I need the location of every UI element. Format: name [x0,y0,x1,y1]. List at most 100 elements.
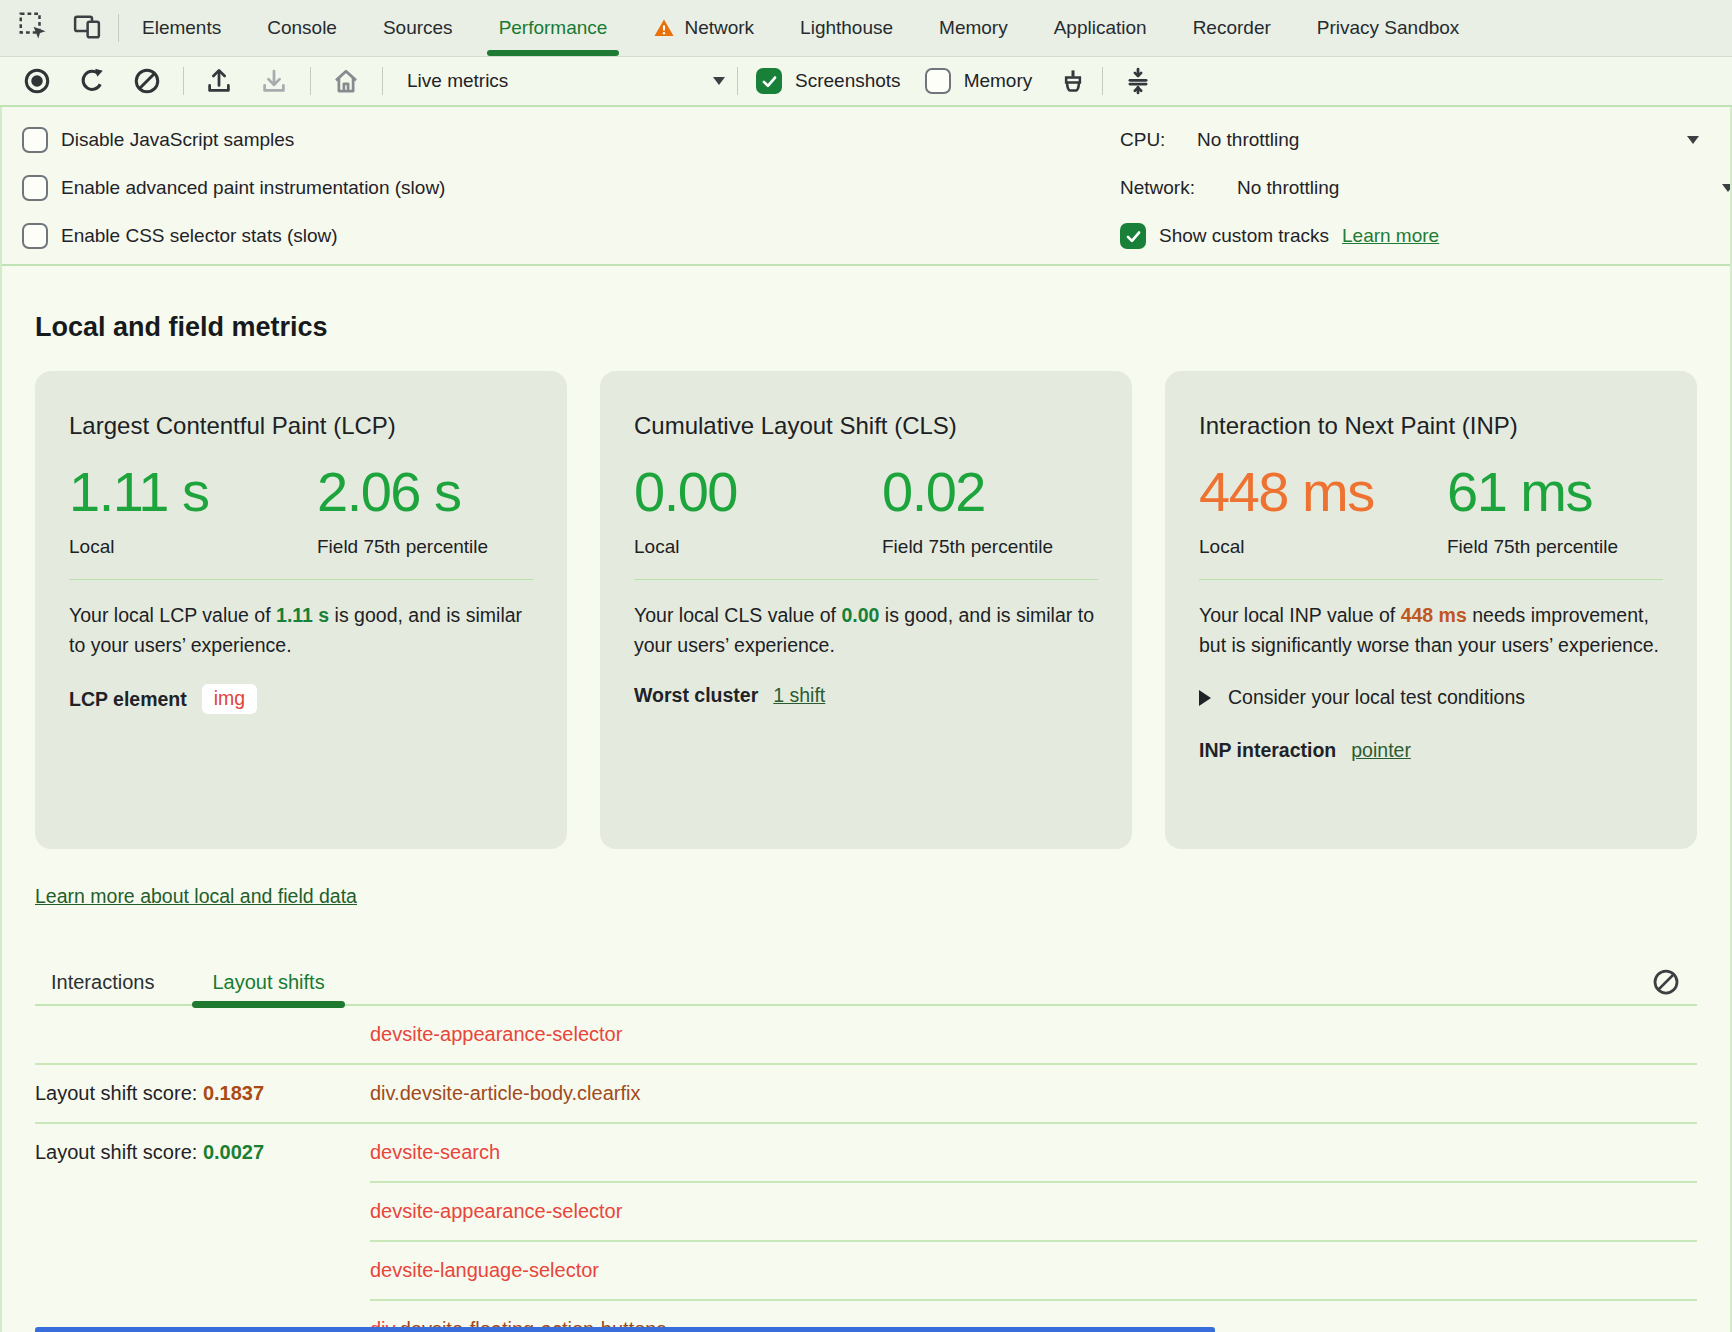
tab-sources[interactable]: Sources [360,0,476,56]
score-value: 0.1837 [203,1082,264,1104]
tab-label: Memory [939,17,1008,39]
inp-interaction-label: INP interaction [1199,739,1336,762]
inp-field-label: Field 75th percentile [1447,532,1618,561]
worst-cluster-link[interactable]: 1 shift [773,684,825,707]
network-throttling-row: Network: No throttling [1120,164,1732,212]
screenshots-checkbox[interactable]: Screenshots [756,68,901,94]
shifted-element-link[interactable]: devsite-appearance-selector [370,1200,622,1223]
device-toolbar-icon[interactable] [72,11,102,45]
toolbar-separator [737,67,738,95]
tabbar-lead-icons [0,0,118,56]
tab-elements[interactable]: Elements [119,0,244,56]
cls-local-label: Local [634,532,882,561]
checkbox-icon [22,175,48,201]
option-label: Enable CSS selector stats (slow) [61,225,338,247]
lcp-field-label: Field 75th percentile [317,532,488,561]
tab-label: Performance [499,17,608,39]
tab-console[interactable]: Console [244,0,360,56]
shifted-element-link[interactable]: devsite-appearance-selector [370,1023,622,1046]
tab-label: Console [267,17,337,39]
cls-card: Cumulative Layout Shift (CLS) 0.00 Local… [600,371,1132,849]
cls-local-value: 0.00 [634,460,882,524]
shifted-element-link[interactable]: devsite-search [370,1141,500,1164]
chevron-down-icon [713,77,725,85]
screenshots-label: Screenshots [795,70,901,92]
cpu-throttling-row: CPU: No throttling [1120,116,1732,164]
local-field-data-learn-more-link[interactable]: Learn more about local and field data [35,885,357,908]
shifted-element-link[interactable]: devsite-language-selector [370,1259,599,1282]
memory-checkbox[interactable]: Memory [925,68,1033,94]
lcp-description: Your local LCP value of 1.11 s is good, … [69,600,533,660]
toolbar-separator [183,67,184,95]
card-divider [69,579,533,580]
reload-record-button[interactable] [75,64,109,98]
clear-log-icon[interactable] [1651,967,1681,997]
clear-button[interactable] [130,64,164,98]
disclosure-triangle-icon [1199,690,1211,706]
layout-shift-row: Layout shift score: 0.1837div.devsite-ar… [35,1065,1697,1122]
option-label: Disable JavaScript samples [61,129,294,151]
option-disable-javascript-samples[interactable]: Disable JavaScript samples [22,116,445,164]
panel-mode-select[interactable]: Live metrics [407,70,725,92]
memory-label: Memory [964,70,1033,92]
tab-privacy-sandbox[interactable]: Privacy Sandbox [1294,0,1483,56]
inp-local-value: 448 ms [1199,460,1447,524]
layout-shift-rows: devsite-appearance-selector Layout shift … [2,1006,1730,1332]
home-icon[interactable] [329,64,363,98]
metric-cards: Largest Contentful Paint (LCP) 1.11 s Lo… [35,371,1697,849]
live-metrics-log-tabs: Interactions Layout shifts [35,960,1697,1006]
inp-card-title: Interaction to Next Paint (INP) [1199,411,1663,440]
tab-label: Elements [142,17,221,39]
tab-network[interactable]: Network [630,0,777,56]
local-test-conditions-disclosure[interactable]: Consider your local test conditions [1199,686,1663,709]
network-label: Network: [1120,177,1237,199]
checkbox-icon[interactable] [1120,223,1146,249]
inp-interaction-link[interactable]: pointer [1351,739,1411,762]
load-profile-icon[interactable] [202,64,236,98]
save-profile-icon [257,64,291,98]
checkbox-icon [22,223,48,249]
cpu-throttling-select[interactable]: No throttling [1197,129,1299,151]
tab-performance[interactable]: Performance [476,0,631,56]
next-row-selection-sliver [35,1327,1215,1332]
tab-label: Application [1054,17,1147,39]
chevron-down-icon[interactable] [1722,184,1732,192]
worst-cluster-label: Worst cluster [634,684,758,707]
performance-panel-body: Disable JavaScript samples Enable advance… [0,107,1732,1332]
checkbox-icon [756,68,782,94]
tab-label: Lighthouse [800,17,893,39]
lcp-local-label: Local [69,532,317,561]
gc-brush-icon[interactable] [1056,64,1090,98]
toolbar-separator [382,67,383,95]
cls-field-value: 0.02 [882,460,1053,524]
capture-options: Disable JavaScript samples Enable advance… [2,107,1730,266]
shifted-element-link[interactable]: div.devsite-article-body.clearfix [370,1082,640,1105]
chevron-down-icon[interactable] [1687,136,1699,144]
tab-memory[interactable]: Memory [916,0,1031,56]
record-button[interactable] [20,64,54,98]
tab-lighthouse[interactable]: Lighthouse [777,0,916,56]
collapse-vertical-icon[interactable] [1121,64,1155,98]
lcp-card-title: Largest Contentful Paint (LCP) [69,411,533,440]
panel-tabs: Elements Console Sources Performance Network… [119,0,1732,56]
devtools-tabbar: Elements Console Sources Performance Network… [0,0,1732,57]
warning-icon [653,17,675,39]
network-throttling-select[interactable]: No throttling [1237,177,1339,199]
tab-label: Privacy Sandbox [1317,17,1460,39]
tab-label: Network [684,17,754,39]
log-tab-layout-shifts[interactable]: Layout shifts [212,960,324,1004]
layout-shift-score: Layout shift score: 0.0027 [35,1141,370,1164]
tab-application[interactable]: Application [1031,0,1170,56]
lcp-card: Largest Contentful Paint (LCP) 1.11 s Lo… [35,371,567,849]
option-enable-advanced-paint-instrumentation-slow-[interactable]: Enable advanced paint instrumentation (s… [22,164,445,212]
layout-shift-score: Layout shift score: 0.1837 [35,1082,370,1105]
inspect-element-icon[interactable] [18,11,48,45]
option-enable-css-selector-stats-slow-[interactable]: Enable CSS selector stats (slow) [22,212,445,260]
card-divider [634,579,1098,580]
layout-shift-row: devsite-language-selector [35,1242,1697,1299]
custom-tracks-learn-more-link[interactable]: Learn more [1342,225,1439,247]
lcp-element-node-chip[interactable]: img [202,684,257,714]
log-tab-interactions[interactable]: Interactions [51,960,154,1004]
tab-recorder[interactable]: Recorder [1170,0,1294,56]
lcp-element-label: LCP element [69,688,187,711]
